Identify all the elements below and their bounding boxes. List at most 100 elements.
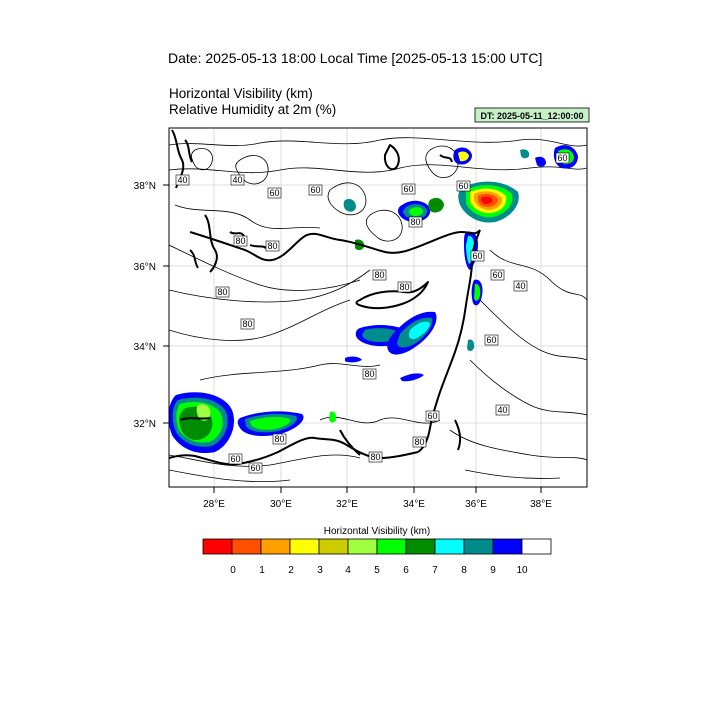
lon-label: 38°E <box>530 499 552 510</box>
contour-label: 60 <box>248 462 263 474</box>
legend-color-box <box>376 538 407 555</box>
contour-label: 80 <box>233 235 248 247</box>
svg-text:40: 40 <box>177 175 187 185</box>
legend-color-box <box>289 538 320 555</box>
svg-text:80: 80 <box>414 437 424 447</box>
legend-color-box <box>231 538 262 555</box>
legend-color-box <box>405 538 436 555</box>
lat-label: 36°N <box>134 262 156 273</box>
svg-text:80: 80 <box>242 319 252 329</box>
contour-label: 80 <box>265 240 280 252</box>
legend-tick: 7 <box>432 565 438 576</box>
svg-text:60: 60 <box>403 184 413 194</box>
legend-tick: 10 <box>516 565 528 576</box>
contour-label: 60 <box>456 180 471 192</box>
svg-text:80: 80 <box>364 369 374 379</box>
latitude-labels: 38°N 36°N 34°N 32°N <box>134 181 156 430</box>
legend-color-box <box>202 538 233 555</box>
contour-label: 60 <box>425 410 440 422</box>
contour-label: 80 <box>408 216 423 228</box>
legend-tick: 2 <box>288 565 294 576</box>
lat-label: 32°N <box>134 419 156 430</box>
contour-label: 60 <box>308 184 323 196</box>
svg-text:60: 60 <box>472 251 482 261</box>
contour-label: 80 <box>397 281 412 293</box>
svg-text:80: 80 <box>374 270 384 280</box>
legend-tick: 3 <box>317 565 323 576</box>
svg-text:60: 60 <box>427 411 437 421</box>
svg-text:80: 80 <box>235 236 245 246</box>
svg-text:40: 40 <box>232 175 242 185</box>
legend-tick: 6 <box>403 565 409 576</box>
legend-color-box <box>434 538 465 555</box>
legend-color-box <box>260 538 291 555</box>
lon-label: 32°E <box>336 499 358 510</box>
contour-label: 80 <box>240 318 255 330</box>
contour-label: 40 <box>230 174 245 186</box>
legend-color-box <box>347 538 378 555</box>
legend-tick: 1 <box>259 565 265 576</box>
legend-tick: 0 <box>230 565 236 576</box>
contour-label: 60 <box>401 183 416 195</box>
contour-label: 80 <box>215 286 230 298</box>
lon-label: 36°E <box>465 499 487 510</box>
dt-badge: DT: 2025-05-11_12:00:00 <box>474 107 590 123</box>
contour-label: 60 <box>484 334 499 346</box>
lat-label: 34°N <box>134 342 156 353</box>
longitude-labels: 28°E 30°E 32°E 34°E 36°E 38°E <box>203 499 552 510</box>
svg-text:80: 80 <box>217 287 227 297</box>
visibility-legend: Horizontal Visibility (km) 0 1 2 3 4 5 6… <box>202 526 552 576</box>
contour-label: 80 <box>372 269 387 281</box>
contour-label: 40 <box>513 280 528 292</box>
legend-color-box <box>318 538 349 555</box>
contour-label: 40 <box>495 404 510 416</box>
legend-tick: 8 <box>461 565 467 576</box>
contour-label: 40 <box>175 174 190 186</box>
contour-label: 60 <box>267 187 282 199</box>
contour-label: 60 <box>228 453 243 465</box>
axis-ticks <box>163 184 542 493</box>
svg-text:80: 80 <box>274 434 284 444</box>
contour-label: 60 <box>555 152 570 164</box>
svg-text:60: 60 <box>557 153 567 163</box>
contour-label: 80 <box>362 368 377 380</box>
contour-label: 80 <box>412 436 427 448</box>
svg-text:60: 60 <box>250 463 260 473</box>
contour-label: 80 <box>368 451 383 463</box>
legend-color-box <box>492 538 523 555</box>
map-frame <box>168 127 588 488</box>
field1-title: Horizontal Visibility (km) <box>169 86 313 101</box>
legend-color-box <box>463 538 494 555</box>
legend-color-bar <box>202 538 552 555</box>
svg-text:60: 60 <box>458 181 468 191</box>
svg-text:80: 80 <box>267 241 277 251</box>
contour-label: 60 <box>490 269 505 281</box>
field2-title: Relative Humidity at 2m (%) <box>169 102 336 117</box>
dt-badge-label: DT: 2025-05-11_12:00:00 <box>480 111 583 121</box>
svg-text:60: 60 <box>492 270 502 280</box>
svg-text:60: 60 <box>269 188 279 198</box>
svg-text:80: 80 <box>370 452 380 462</box>
contour-label: 80 <box>272 433 287 445</box>
visibility-fills <box>169 145 578 453</box>
lon-label: 30°E <box>270 499 292 510</box>
legend-tick-labels: 0 1 2 3 4 5 6 7 8 9 10 <box>230 565 528 576</box>
contour-labels: 40 40 60 60 60 60 60 80 80 80 80 80 80 6… <box>175 152 570 474</box>
svg-text:40: 40 <box>497 405 507 415</box>
svg-text:60: 60 <box>230 454 240 464</box>
svg-text:80: 80 <box>399 282 409 292</box>
legend-tick: 9 <box>490 565 496 576</box>
contour-label: 60 <box>470 250 485 262</box>
lon-label: 34°E <box>403 499 425 510</box>
date-title: Date: 2025-05-13 18:00 Local Time [2025-… <box>168 50 542 66</box>
lat-label: 38°N <box>134 181 156 192</box>
svg-text:60: 60 <box>486 335 496 345</box>
map-area: 40 40 60 60 60 60 60 80 80 80 80 80 80 6… <box>169 128 587 487</box>
legend-tick: 5 <box>374 565 380 576</box>
svg-text:80: 80 <box>410 217 420 227</box>
legend-tick: 4 <box>345 565 351 576</box>
legend-title: Horizontal Visibility (km) <box>324 526 431 537</box>
legend-color-box <box>521 538 552 555</box>
